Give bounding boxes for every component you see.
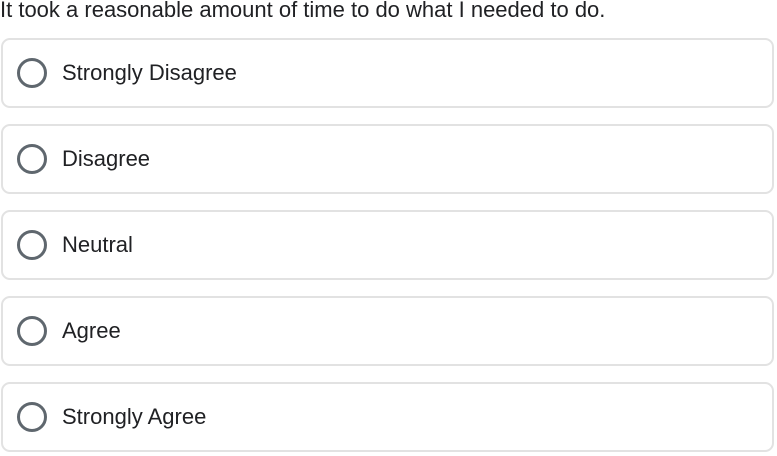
option-agree[interactable]: Agree xyxy=(1,296,774,366)
option-label: Strongly Disagree xyxy=(62,60,237,85)
options-list: Strongly Disagree Disagree Neutral Agree… xyxy=(1,38,774,456)
option-disagree[interactable]: Disagree xyxy=(1,124,774,194)
question-text: It took a reasonable amount of time to d… xyxy=(0,0,606,22)
radio-button-icon[interactable] xyxy=(17,230,47,260)
option-label: Disagree xyxy=(62,146,151,171)
radio-button-icon[interactable] xyxy=(17,58,47,88)
option-label: Neutral xyxy=(62,232,133,257)
option-neutral[interactable]: Neutral xyxy=(1,210,774,280)
option-strongly-agree[interactable]: Strongly Agree xyxy=(1,382,774,452)
option-strongly-disagree[interactable]: Strongly Disagree xyxy=(1,38,774,108)
radio-button-icon[interactable] xyxy=(17,144,47,174)
option-label: Agree xyxy=(62,318,121,343)
option-label: Strongly Agree xyxy=(62,404,207,429)
radio-button-icon[interactable] xyxy=(17,316,47,346)
radio-button-icon[interactable] xyxy=(17,402,47,432)
